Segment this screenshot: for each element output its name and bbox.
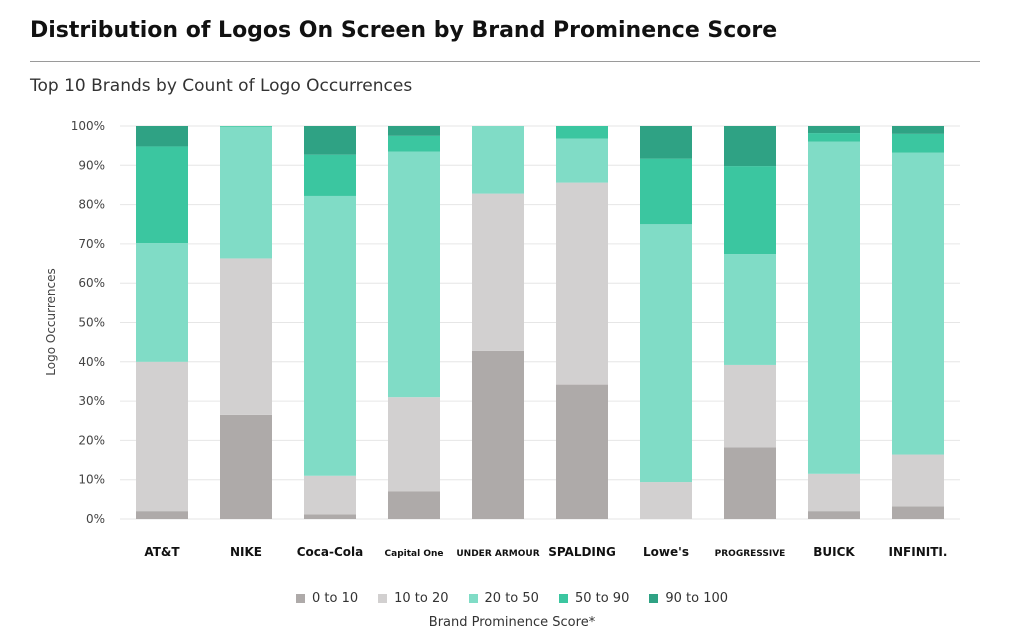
bar-segment [556,126,608,139]
bar-segment [808,141,860,474]
y-tick-label: 0% [86,512,105,526]
bar-segment [892,454,944,507]
x-axis-label: Brand Prominence Score* [428,615,596,630]
bar-segment [724,364,776,448]
bar-segment [808,511,860,519]
legend-item: 10 to 20 [378,591,449,606]
y-tick-label: 30% [78,394,105,408]
category-label-nike: NIKE [230,545,262,559]
bar-segment [220,126,272,259]
title-divider [30,61,980,62]
y-tick-label: 80% [78,198,105,212]
stacked-bar-chart: 0% 10% 20% 30% 40% 50% 60% 70% 80% 90% 100% Logo Oc… [44,119,960,559]
legend-swatch [558,594,568,603]
bar-segment [472,126,524,194]
y-axis-title: Logo Occurrences [44,268,58,375]
bar-segment [556,384,608,519]
category-label-capital-one: Capital One [385,549,444,559]
bar-segment [472,193,524,351]
legend-swatch [468,594,478,603]
bar-segment [388,397,440,492]
bar-segment [304,154,356,196]
bar-segment [388,135,440,152]
bar-segment [556,138,608,183]
bar-segment [724,126,776,167]
bar-segment [388,491,440,519]
legend-label: 10 to 20 [394,591,449,606]
bar-segment [388,126,440,136]
y-tick-label: 20% [78,433,105,447]
bar-segment [220,414,272,519]
category-label-under-armour: UNDER ARMOUR [456,549,539,559]
bar-segment [892,126,944,134]
legend-label: 90 to 100 [665,591,729,606]
legend-item: 0 to 10 [295,591,359,606]
bar-segment [640,482,692,519]
bar-segment [724,166,776,255]
bar-segment [892,152,944,455]
bar-segment [724,254,776,365]
bar-segment [304,195,356,476]
bar-segment [808,133,860,142]
bar-segment [640,158,692,225]
legend-item: 90 to 100 [649,591,728,606]
bar-segment [304,475,356,515]
chart-subtitle: Top 10 Brands by Count of Logo Occurrenc… [30,76,413,96]
bar-segment [892,506,944,519]
bar-segment [220,258,272,415]
bar-segment [136,511,188,519]
y-tick-label: 90% [78,158,105,172]
bar-segment [640,126,692,159]
bar-segment [136,361,188,512]
bar-segment [556,182,608,385]
bar-segment [388,151,440,398]
legend-swatch [295,594,305,603]
bar-segment [808,473,860,512]
y-tick-label: 70% [78,237,105,251]
bar-segment [304,126,356,155]
y-tick-label: 100% [71,119,105,133]
bar-segment [220,126,272,127]
y-tick-label: 60% [78,276,105,290]
category-label-infiniti: INFINITI. [889,545,948,559]
legend-item: 50 to 90 [558,591,630,606]
category-label-progressive: PROGRESSIVE [715,549,786,559]
bar-segment [724,447,776,519]
category-label-lowe-s: Lowe's [643,545,689,559]
chart-title: Distribution of Logos On Screen by Brand… [30,18,778,43]
legend-item: 20 to 50 [468,591,539,606]
bar-segment [808,126,860,134]
category-label-at-t: AT&T [144,545,180,559]
bar-segment [136,243,188,362]
bar-segment [136,126,188,147]
bar-segment [136,146,188,244]
category-label-spalding: SPALDING [548,545,616,559]
legend-swatch [649,594,659,603]
category-label-buick: BUICK [813,545,855,559]
legend-label: 50 to 90 [574,591,630,606]
bar-segment [640,224,692,483]
legend-label: 20 to 50 [484,591,539,606]
y-tick-label: 10% [78,473,105,487]
bar-segment [892,133,944,153]
legend: 0 to 10 10 to 20 20 to 50 50 to 90 90 to 100 [0,591,1024,606]
y-tick-label: 40% [78,355,105,369]
category-label-coca-cola: Coca-Cola [297,545,364,559]
legend-swatch [378,594,388,603]
y-tick-label: 50% [78,316,105,330]
bar-segment [472,350,524,519]
bar-segment [304,514,356,519]
legend-label: 0 to 10 [311,591,359,606]
